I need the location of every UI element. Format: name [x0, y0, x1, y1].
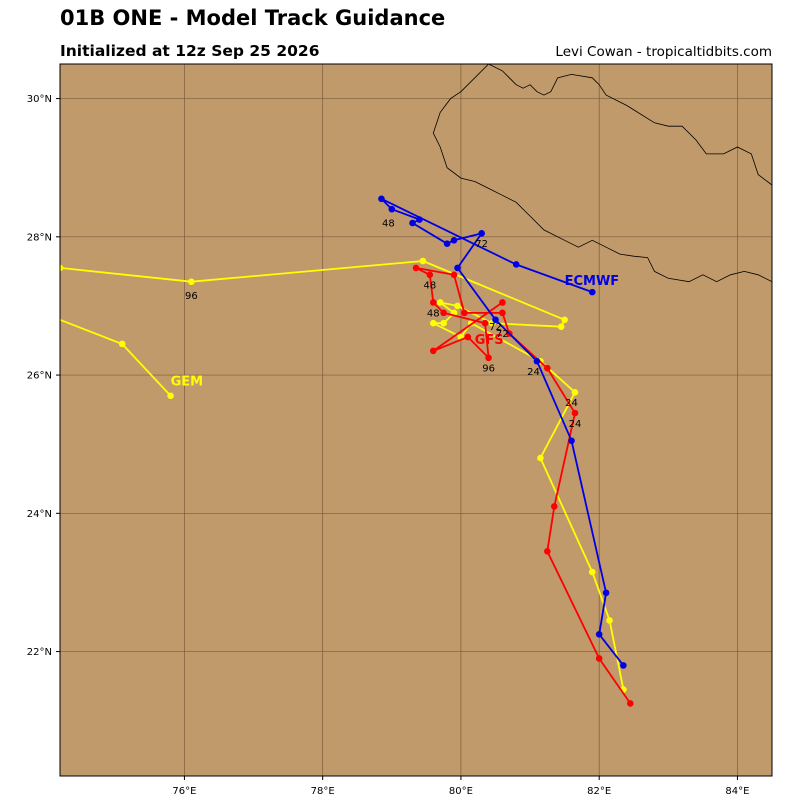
ecmwf-track-point [443, 240, 451, 248]
gfs-track-point [429, 347, 437, 355]
gem-track-point [537, 454, 544, 462]
gem-track-point [561, 316, 568, 324]
gem-track-point [440, 319, 447, 327]
gfs-track-point [464, 333, 472, 341]
ecmwf-track-point [478, 230, 485, 237]
gfs-track-point [485, 354, 492, 362]
credit-text: Levi Cowan - tropicaltidbits.com [555, 44, 772, 60]
gfs-track-point [571, 409, 579, 417]
gem-track-point [557, 323, 565, 330]
model-tracks [60, 195, 634, 707]
gem-track-point [167, 392, 174, 400]
gfs-track-point [595, 655, 603, 662]
track-labels: 24 48 72 ECMWF 24 48 72 96 GFS 24 48 72 96 GEM [171, 218, 620, 429]
gfs-time-label: 72 [489, 322, 502, 333]
ecmwf-track-point [568, 437, 575, 445]
ecmwf-track-point [416, 216, 423, 223]
lon-tick-label: 78°E [311, 786, 335, 797]
ecmwf-time-label: 48 [382, 218, 395, 229]
geography [432, 64, 772, 283]
ecmwf-track-point [512, 261, 520, 268]
land-background [60, 64, 772, 776]
lon-tick-label: 80°E [449, 786, 473, 797]
gfs-track-point [450, 271, 458, 279]
gfs-track-point [481, 319, 489, 327]
lon-tick-label: 82°E [587, 786, 611, 797]
lat-tick-label: 22°N [27, 647, 52, 658]
gem-track-point [606, 617, 613, 624]
gfs-model-label: GFS [475, 333, 504, 348]
gfs-track-point [626, 700, 634, 707]
ecmwf-track-line [380, 197, 625, 666]
ecmwf-track-point [492, 316, 499, 324]
gfs-track-point [550, 503, 558, 510]
gfs-time-label: 48 [423, 281, 436, 292]
gfs-track-point [499, 299, 506, 306]
gem-time-label: 96 [185, 291, 198, 302]
lat-tick-label: 24°N [27, 509, 52, 520]
ecmwf-track-point [602, 589, 610, 597]
ecmwf-track-point [533, 357, 541, 365]
gem-time-label: 24 [565, 398, 578, 409]
gfs-track-point [412, 264, 420, 272]
lat-tick-label: 28°N [27, 232, 52, 243]
ecmwf-time-label: 72 [475, 239, 488, 250]
border-line [488, 64, 772, 189]
gfs-time-label: 96 [482, 364, 495, 375]
gfs-track-point [544, 548, 551, 555]
gem-time-label: 48 [427, 308, 440, 319]
ecmwf-track-point [409, 219, 416, 227]
gfs-track-point [429, 299, 437, 306]
lat-tick-label: 30°N [27, 94, 52, 105]
map-frame [59, 63, 773, 777]
ecmwf-time-label: 24 [527, 367, 540, 378]
gfs-track-point [499, 309, 506, 317]
gfs-track-point [461, 309, 468, 317]
gem-time-label: 72 [496, 329, 509, 340]
init-time-subtitle: Initialized at 12z Sep 25 2026 [60, 42, 320, 60]
border-line [432, 64, 772, 283]
gfs-track-point [440, 309, 447, 317]
page-title: 01B ONE - Model Track Guidance [60, 6, 446, 30]
gfs-time-label: 24 [569, 419, 582, 430]
ecmwf-track-point [595, 630, 603, 638]
gem-track-point [571, 389, 579, 396]
gem-track-point [60, 264, 64, 272]
axis-ticks: 76°E 78°E 80°E 82°E 84°E 22°N 24°N 26°N 28°N 30°N [27, 94, 750, 797]
gem-track-point [429, 319, 437, 327]
gem-track-point [118, 340, 126, 348]
ecmwf-track-point [588, 288, 596, 296]
gem-model-label: GEM [171, 374, 204, 389]
gem-track-point [188, 278, 195, 286]
gem-track-point [419, 257, 427, 265]
ecmwf-track-point [620, 662, 627, 669]
gfs-track-point [544, 364, 551, 372]
ecmwf-track-point [454, 264, 461, 272]
lon-tick-label: 76°E [172, 786, 196, 797]
gem-track-point [588, 568, 596, 576]
ecmwf-track-point [378, 195, 385, 203]
gem-track-point [454, 302, 461, 310]
lat-tick-label: 26°N [27, 371, 52, 382]
gfs-track-point [426, 271, 434, 279]
gem-track-point [436, 299, 444, 306]
lon-tick-label: 84°E [725, 786, 749, 797]
ecmwf-track-point [388, 205, 396, 213]
ecmwf-track-point [450, 236, 458, 244]
ecmwf-model-label: ECMWF [565, 274, 620, 289]
